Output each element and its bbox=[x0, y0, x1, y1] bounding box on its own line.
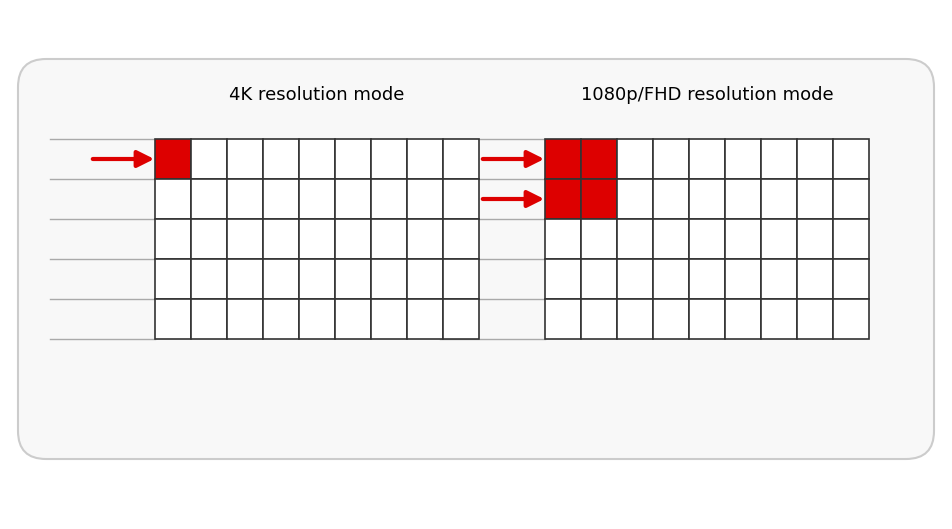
Bar bbox=[653, 179, 689, 219]
FancyBboxPatch shape bbox=[18, 59, 934, 459]
Text: 1080p/FHD resolution mode: 1080p/FHD resolution mode bbox=[581, 86, 833, 104]
Bar bbox=[227, 139, 263, 179]
Bar bbox=[263, 219, 299, 259]
Bar bbox=[653, 299, 689, 339]
Bar bbox=[227, 219, 263, 259]
Bar bbox=[797, 299, 833, 339]
Bar bbox=[191, 299, 227, 339]
Bar bbox=[155, 179, 191, 219]
Bar bbox=[689, 259, 725, 299]
Bar bbox=[263, 139, 299, 179]
Bar bbox=[371, 139, 407, 179]
Bar bbox=[653, 219, 689, 259]
Bar bbox=[545, 219, 581, 259]
Bar bbox=[581, 299, 617, 339]
Bar bbox=[299, 179, 335, 219]
Text: 4K resolution mode: 4K resolution mode bbox=[229, 86, 405, 104]
Bar bbox=[443, 179, 479, 219]
Bar bbox=[443, 299, 479, 339]
Bar bbox=[725, 179, 761, 219]
Bar bbox=[689, 219, 725, 259]
Bar bbox=[155, 299, 191, 339]
Bar bbox=[653, 259, 689, 299]
Bar bbox=[335, 259, 371, 299]
Bar bbox=[299, 219, 335, 259]
Bar bbox=[833, 139, 869, 179]
Bar bbox=[371, 219, 407, 259]
Bar bbox=[191, 139, 227, 179]
Bar bbox=[191, 259, 227, 299]
Bar bbox=[407, 299, 443, 339]
Bar bbox=[617, 299, 653, 339]
Bar bbox=[617, 219, 653, 259]
Bar bbox=[299, 259, 335, 299]
Bar bbox=[407, 139, 443, 179]
Bar bbox=[797, 219, 833, 259]
Bar bbox=[371, 299, 407, 339]
Bar bbox=[155, 259, 191, 299]
Bar bbox=[263, 299, 299, 339]
Bar bbox=[407, 179, 443, 219]
Bar bbox=[335, 299, 371, 339]
Bar bbox=[299, 299, 335, 339]
Bar bbox=[443, 219, 479, 259]
Bar bbox=[335, 139, 371, 179]
Bar bbox=[761, 219, 797, 259]
Bar bbox=[155, 139, 191, 179]
Bar bbox=[263, 259, 299, 299]
Bar bbox=[689, 139, 725, 179]
Bar bbox=[761, 259, 797, 299]
Bar bbox=[725, 219, 761, 259]
Bar bbox=[761, 139, 797, 179]
Bar bbox=[833, 259, 869, 299]
Bar bbox=[617, 259, 653, 299]
Bar bbox=[833, 219, 869, 259]
Bar bbox=[797, 139, 833, 179]
Bar bbox=[371, 179, 407, 219]
Bar bbox=[581, 219, 617, 259]
Bar bbox=[545, 259, 581, 299]
Bar bbox=[299, 139, 335, 179]
Bar bbox=[689, 179, 725, 219]
Bar bbox=[545, 179, 581, 219]
Bar bbox=[725, 259, 761, 299]
Bar bbox=[761, 179, 797, 219]
Bar bbox=[581, 139, 617, 179]
Bar bbox=[407, 219, 443, 259]
Bar bbox=[653, 139, 689, 179]
Bar bbox=[617, 139, 653, 179]
Bar bbox=[797, 179, 833, 219]
Bar bbox=[797, 259, 833, 299]
Bar bbox=[725, 139, 761, 179]
Bar bbox=[761, 299, 797, 339]
Bar bbox=[833, 179, 869, 219]
Bar bbox=[263, 179, 299, 219]
Bar bbox=[833, 299, 869, 339]
Bar bbox=[443, 259, 479, 299]
Bar bbox=[227, 179, 263, 219]
Bar bbox=[191, 219, 227, 259]
Bar bbox=[725, 299, 761, 339]
Bar bbox=[227, 299, 263, 339]
Bar bbox=[371, 259, 407, 299]
Bar bbox=[617, 179, 653, 219]
Bar bbox=[407, 259, 443, 299]
Bar bbox=[581, 179, 617, 219]
Bar bbox=[335, 219, 371, 259]
Bar bbox=[689, 299, 725, 339]
Bar bbox=[191, 179, 227, 219]
Bar bbox=[155, 219, 191, 259]
Bar bbox=[545, 299, 581, 339]
Bar bbox=[443, 139, 479, 179]
Bar bbox=[335, 179, 371, 219]
Bar bbox=[581, 259, 617, 299]
Bar bbox=[545, 139, 581, 179]
Bar bbox=[227, 259, 263, 299]
